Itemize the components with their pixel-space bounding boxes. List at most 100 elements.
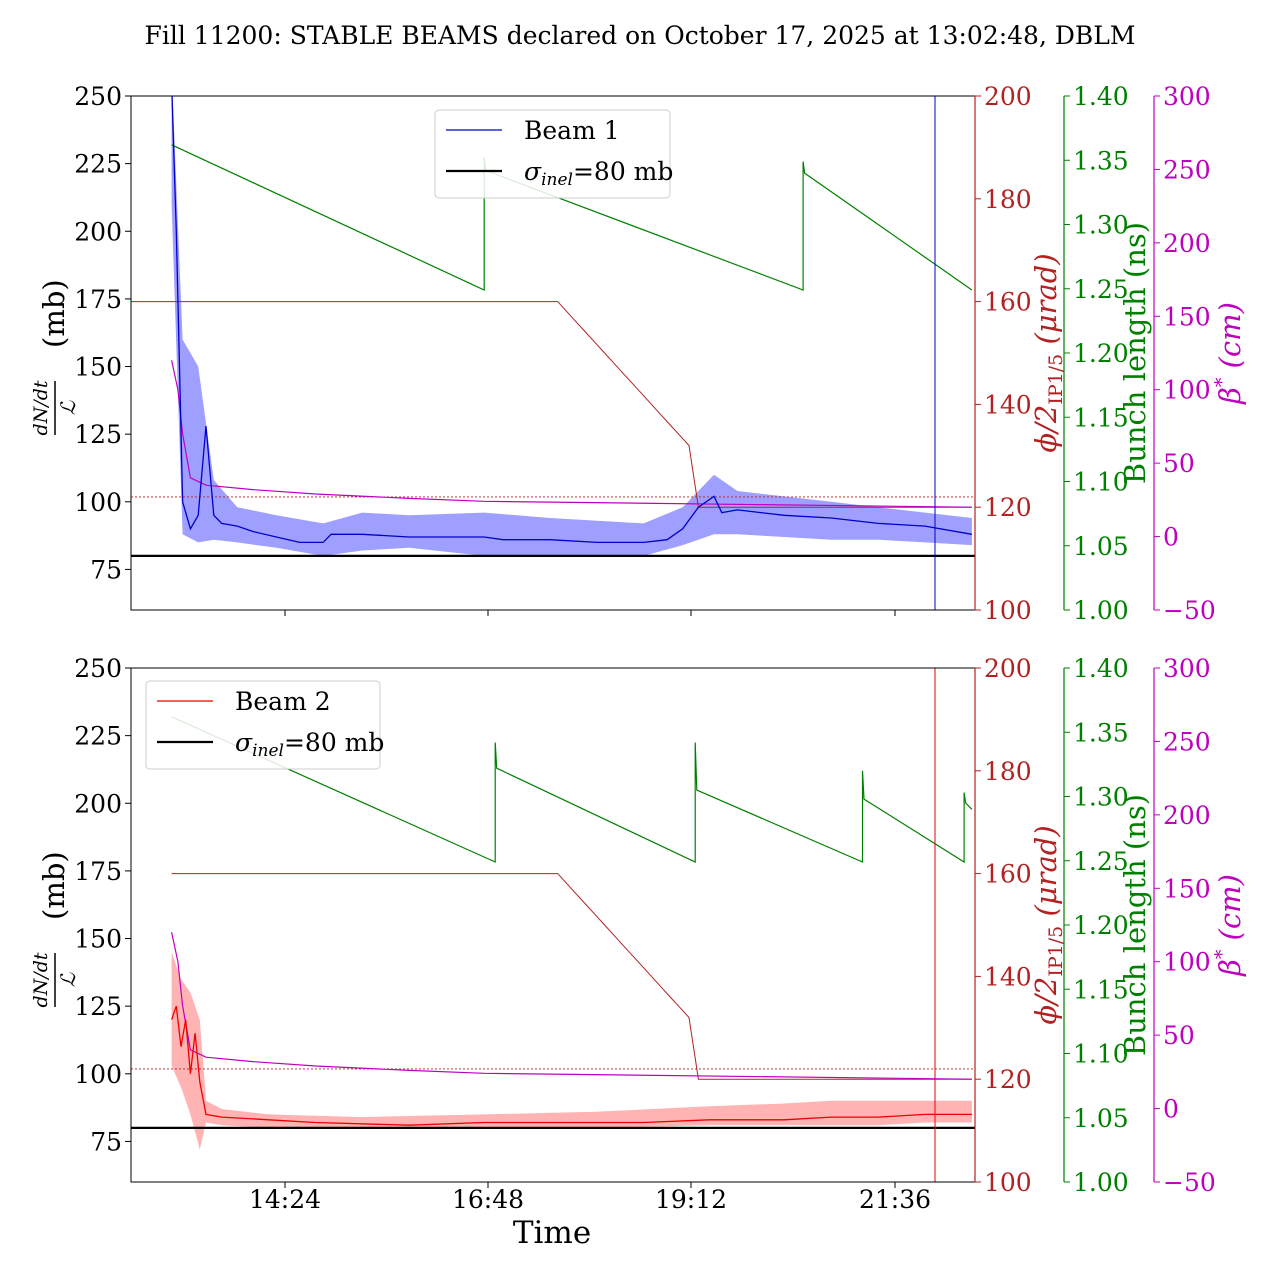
bunch-axis-tick-label: 1.10 (1073, 1040, 1129, 1069)
y-label-numerator: dN/dt (30, 380, 52, 435)
beta-axis-tick-label: 300 (1163, 654, 1211, 683)
bunch-axis-tick-label: 1.35 (1073, 146, 1129, 175)
beta-axis-tick-label: −50 (1163, 596, 1216, 625)
y-label-unit: (mb) (37, 279, 71, 348)
bunch-axis-tick-label: 1.15 (1073, 403, 1129, 432)
crossing-axis-label: ϕ/2IP1/5 (μrad) (1029, 825, 1067, 1024)
bunch-axis-label: Bunch length (ns) (1118, 794, 1152, 1056)
y-tick-label: 250 (74, 82, 122, 111)
y-label-unit: (mb) (37, 851, 71, 920)
y-tick-label: 200 (74, 789, 122, 818)
y-tick-label: 150 (74, 353, 122, 382)
beam-envelope-band (171, 952, 972, 1150)
crossing-axis-tick-label: 180 (984, 757, 1032, 786)
x-axis: 14:24 16:48 19:12 21:36 (249, 1185, 931, 1214)
beta-axis-tick-label: −50 (1163, 1168, 1216, 1197)
crossing-axis-tick-label: 140 (984, 390, 1032, 419)
y-tick-label: 125 (74, 420, 122, 449)
y-tick-label: 250 (74, 654, 122, 683)
crossing-axis-tick-label: 100 (984, 1168, 1032, 1197)
legend-label-sigma: σinel=80 mb (235, 728, 384, 761)
bunch-axis-label: Bunch length (ns) (1118, 222, 1152, 484)
beta-axis-tick-label: 150 (1163, 874, 1211, 903)
legend-label-beam: Beam 1 (524, 116, 620, 145)
beam-envelope-band (171, 96, 972, 556)
legend: Beam 2 σinel=80 mb (145, 680, 384, 770)
beta-axis-tick-label: 100 (1163, 376, 1211, 405)
y-axis-label: dN/dt ℒ (mb) (30, 279, 80, 435)
beta-axis-tick-label: 250 (1163, 155, 1211, 184)
y-axis-label: dN/dt ℒ (mb) (30, 851, 80, 1007)
crossing-axis-label-text: ϕ/2IP1/5 (μrad) (1029, 825, 1067, 1024)
y-tick-label: 200 (74, 217, 122, 246)
beta-axis-label-text: β* (cm) (1211, 874, 1247, 977)
crossing-axis-tick-label: 120 (984, 1065, 1032, 1094)
crossing-axis-tick-label: 180 (984, 185, 1032, 214)
beta-axis-tick-label: 300 (1163, 82, 1211, 111)
bunch-axis-tick-label: 1.40 (1073, 654, 1129, 683)
beta-axis-tick-label: 150 (1163, 302, 1211, 331)
crossing-angle-line (131, 301, 972, 508)
bunch-axis-tick-label: 1.30 (1073, 211, 1129, 240)
crossing-axis-tick-label: 100 (984, 596, 1032, 625)
bunch-axis-tick-label: 1.20 (1073, 339, 1129, 368)
beta-axis-label-text: β* (cm) (1211, 302, 1247, 405)
y-label-denominator: ℒ (56, 972, 80, 987)
beta-star-line (171, 360, 972, 508)
bunch-axis-tick-label: 1.35 (1073, 718, 1129, 747)
beta-axis-tick-label: 100 (1163, 948, 1211, 977)
bunch-axis-tick-label: 1.25 (1073, 275, 1129, 304)
y-tick-label: 150 (74, 925, 122, 954)
beta-axis-tick-label: 250 (1163, 727, 1211, 756)
y-tick-label: 175 (74, 857, 122, 886)
bunch-length-line (171, 716, 973, 864)
panel-beam2: 75 100 125 150 175 200 225 250 100 120 140 160 180 20… (30, 654, 1247, 1197)
crossing-axis-tick-label: 120 (984, 493, 1032, 522)
beta-axis-tick-label: 200 (1163, 229, 1211, 258)
legend-frame (434, 109, 671, 199)
bunch-axis-tick-label: 1.40 (1073, 82, 1129, 111)
x-tick-label: 14:24 (249, 1185, 321, 1214)
bunch-axis-tick-label: 1.20 (1073, 911, 1129, 940)
bunch-axis-tick-label: 1.00 (1073, 596, 1129, 625)
bunch-axis-tick-label: 1.00 (1073, 1168, 1129, 1197)
beta-axis-tick-label: 0 (1163, 1095, 1179, 1124)
crossing-axis-tick-label: 200 (984, 654, 1032, 683)
y-label-denominator: ℒ (56, 400, 80, 415)
beam-rate-line (171, 96, 973, 544)
legend-label-beam: Beam 2 (235, 687, 331, 716)
y-label-numerator: dN/dt (30, 952, 52, 1007)
crossing-axis-tick-label: 160 (984, 860, 1032, 889)
legend: Beam 1 σinel=80 mb (434, 109, 673, 199)
x-tick-label: 16:48 (452, 1185, 524, 1214)
beta-axis-label: β* (cm) (1211, 302, 1247, 405)
y-tick-label: 225 (74, 150, 122, 179)
y-tick-label: 125 (74, 992, 122, 1021)
x-tick-label: 21:36 (859, 1185, 931, 1214)
y-tick-label: 175 (74, 285, 122, 314)
crossing-axis-tick-label: 200 (984, 82, 1032, 111)
bunch-length-line (171, 144, 973, 291)
crossing-axis-label-text: ϕ/2IP1/5 (μrad) (1029, 253, 1067, 452)
y-tick-label: 100 (74, 488, 122, 517)
chart-title: Fill 11200: STABLE BEAMS declared on Oct… (145, 21, 1136, 50)
beta-axis-tick-label: 0 (1163, 523, 1179, 552)
plot-area (131, 668, 975, 1182)
crossing-axis-label: ϕ/2IP1/5 (μrad) (1029, 253, 1067, 452)
crossing-axis-tick-label: 160 (984, 288, 1032, 317)
y-tick-label: 75 (90, 555, 122, 584)
panel-beam1: 75 100 125 150 175 200 225 250 100 120 140 160 180 20… (30, 82, 1247, 625)
crossing-axis-tick-label: 140 (984, 962, 1032, 991)
bunch-axis-label-text: Bunch length (ns) (1118, 794, 1152, 1056)
y-tick-label: 75 (90, 1127, 122, 1156)
y-tick-label: 225 (74, 722, 122, 751)
beam-rate-line (170, 1005, 972, 1126)
legend-label-sigma: σinel=80 mb (524, 157, 673, 190)
legend-frame (145, 680, 381, 770)
beta-axis-tick-label: 50 (1163, 449, 1195, 478)
bunch-axis-tick-label: 1.25 (1073, 847, 1129, 876)
bunch-axis-label-text: Bunch length (ns) (1118, 222, 1152, 484)
y-tick-label: 100 (74, 1060, 122, 1089)
bunch-axis-tick-label: 1.05 (1073, 532, 1129, 561)
